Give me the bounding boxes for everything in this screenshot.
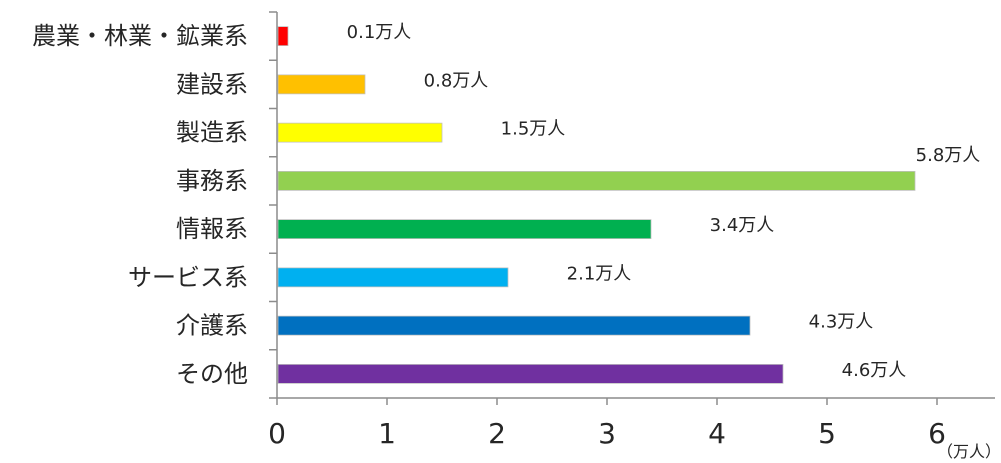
- x-tick-label-2: 2: [488, 417, 506, 450]
- data-label-8: 4.6万人: [842, 360, 907, 381]
- x-tick-label-3: 3: [598, 417, 616, 450]
- data-label-2: 0.8万人: [424, 70, 489, 91]
- bar-2: [277, 74, 366, 95]
- category-label-3: 製造系: [176, 119, 248, 147]
- data-label-7: 4.3万人: [809, 312, 874, 333]
- category-label-8: その他: [176, 360, 248, 388]
- category-label-6: サービス系: [128, 263, 248, 291]
- category-label-2: 建設系: [176, 70, 248, 98]
- x-tick-label-1: 1: [378, 417, 396, 450]
- category-label-1: 農業・林業・鉱業系: [32, 22, 248, 50]
- x-tick-label-5: 5: [818, 417, 836, 450]
- data-label-3: 1.5万人: [501, 119, 566, 140]
- bar-4: [277, 171, 916, 191]
- bar-6: [277, 267, 509, 288]
- bars-layer: [277, 26, 916, 384]
- data-label-4: 5.8万人: [916, 145, 981, 166]
- bar-1: [277, 26, 289, 46]
- category-label-4: 事務系: [176, 167, 248, 195]
- bar-5: [277, 219, 652, 239]
- x-tick-label-0: 0: [268, 417, 286, 450]
- bar-8: [277, 364, 784, 384]
- category-label-7: 介護系: [176, 312, 248, 340]
- data-label-1: 0.1万人: [347, 22, 412, 43]
- x-axis-unit-label: （万人）: [937, 442, 1001, 461]
- data-label-5: 3.4万人: [710, 215, 775, 236]
- data-label-6: 2.1万人: [567, 263, 632, 284]
- x-tick-label-4: 4: [708, 417, 726, 450]
- bar-7: [277, 315, 751, 336]
- axes-layer: [269, 11, 995, 405]
- x-tick-label-6: 6: [928, 417, 946, 450]
- category-label-5: 情報系: [176, 215, 248, 243]
- bar-3: [277, 122, 443, 143]
